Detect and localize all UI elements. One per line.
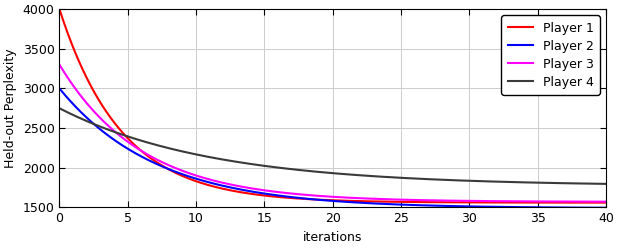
Player 3 <box>111 130 119 133</box>
Player 3 <box>492 200 499 203</box>
Player 4 <box>492 180 499 183</box>
X-axis label: iterations: iterations <box>303 231 362 244</box>
Player 2 <box>492 205 499 208</box>
Legend: Player 1, Player 2, Player 3, Player 4: Player 1, Player 2, Player 3, Player 4 <box>501 15 599 95</box>
Player 2 <box>111 139 119 142</box>
Line: Player 3: Player 3 <box>59 65 606 202</box>
Line: Player 2: Player 2 <box>59 89 606 208</box>
Player 1 <box>277 196 284 199</box>
Player 3 <box>602 200 609 203</box>
Player 1 <box>297 197 304 200</box>
Player 3 <box>431 199 438 202</box>
Player 3 <box>277 191 284 194</box>
Y-axis label: Held-out Perplexity: Held-out Perplexity <box>4 48 17 168</box>
Player 1 <box>111 122 119 125</box>
Player 1 <box>431 201 438 204</box>
Player 1 <box>602 201 609 204</box>
Player 4 <box>602 182 609 185</box>
Player 4 <box>431 178 438 181</box>
Player 3 <box>482 200 489 203</box>
Player 3 <box>56 63 63 66</box>
Player 2 <box>297 197 304 200</box>
Line: Player 4: Player 4 <box>59 108 606 184</box>
Player 3 <box>297 193 304 196</box>
Player 4 <box>277 166 284 169</box>
Player 4 <box>56 107 63 110</box>
Player 2 <box>431 204 438 207</box>
Player 1 <box>492 201 499 204</box>
Line: Player 1: Player 1 <box>59 9 606 203</box>
Player 4 <box>482 180 489 183</box>
Player 2 <box>602 206 609 209</box>
Player 2 <box>277 194 284 197</box>
Player 2 <box>56 87 63 90</box>
Player 4 <box>297 169 304 172</box>
Player 1 <box>482 201 489 204</box>
Player 4 <box>111 131 119 134</box>
Player 2 <box>482 205 489 208</box>
Player 1 <box>56 8 63 11</box>
